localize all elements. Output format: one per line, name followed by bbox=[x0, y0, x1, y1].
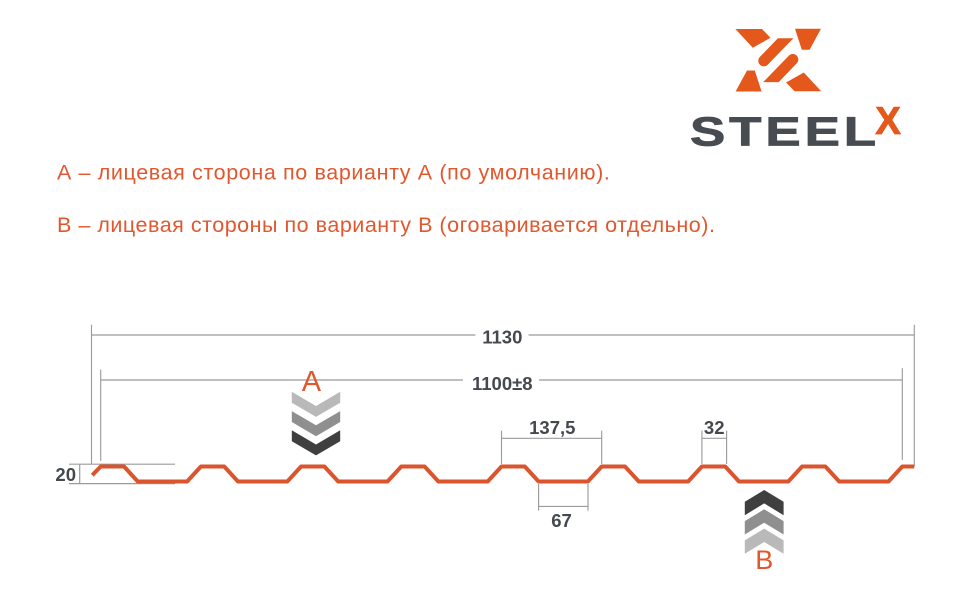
svg-text:20: 20 bbox=[55, 464, 76, 485]
svg-text:137,5: 137,5 bbox=[529, 417, 575, 438]
svg-text:1100±8: 1100±8 bbox=[472, 373, 533, 394]
svg-text:В – лицевая стороны по вариант: В – лицевая стороны по варианту B (огова… bbox=[57, 213, 715, 237]
svg-text:32: 32 bbox=[704, 417, 725, 438]
svg-text:67: 67 bbox=[551, 510, 572, 531]
svg-text:X: X bbox=[875, 100, 901, 143]
svg-text:А: А bbox=[302, 366, 322, 398]
svg-text:А – лицевая сторона по вариант: А – лицевая сторона по варианту А (по ум… bbox=[57, 161, 611, 185]
svg-text:STEEL: STEEL bbox=[690, 109, 880, 155]
svg-text:B: B bbox=[755, 545, 773, 575]
svg-text:1130: 1130 bbox=[482, 327, 522, 348]
